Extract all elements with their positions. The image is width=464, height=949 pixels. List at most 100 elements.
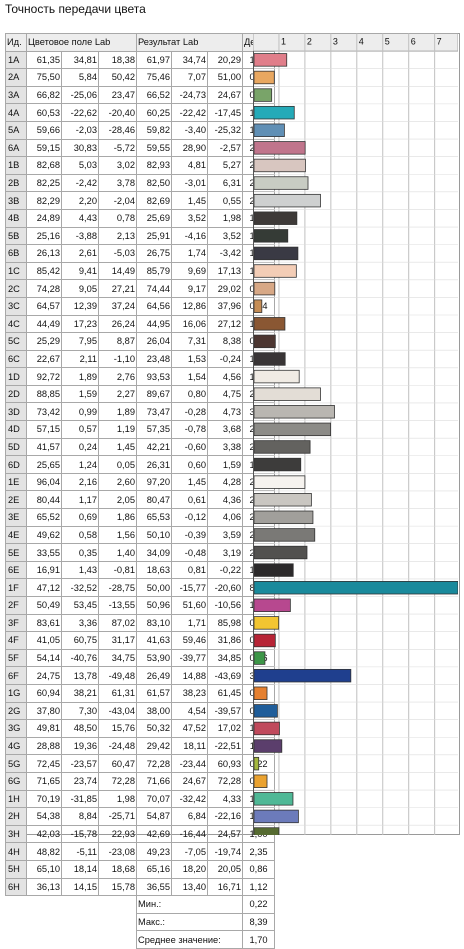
input-b: 60,47	[98, 754, 137, 773]
result-a: 0,81	[171, 560, 208, 580]
input-b: 15,78	[98, 877, 137, 897]
input-a: 4,43	[61, 208, 99, 228]
row-id: 3E	[5, 508, 27, 527]
bar-1D	[253, 369, 300, 384]
input-l: 66,82	[26, 85, 62, 105]
bar-5D	[253, 440, 311, 454]
bar-6C	[253, 352, 286, 366]
input-a: -2,42	[61, 173, 99, 193]
input-b: 8,87	[98, 332, 137, 351]
input-b: 14,49	[98, 261, 137, 281]
result-l: 82,69	[136, 191, 172, 210]
row-id: 3F	[5, 613, 27, 633]
bar-2B	[253, 176, 309, 190]
input-l: 59,15	[26, 138, 62, 158]
result-a: 51,60	[171, 596, 208, 615]
result-l: 89,67	[136, 384, 172, 404]
input-a: -22,62	[61, 103, 99, 122]
result-b: -22,51	[207, 736, 243, 756]
bar-2F	[253, 598, 291, 612]
input-b: 1,98	[98, 789, 137, 809]
input-a: -25,06	[61, 85, 99, 105]
row-id: 4A	[5, 103, 27, 122]
input-l: 25,29	[26, 332, 62, 351]
color-accuracy-table: Ид. Цветовое поле Lab Результат Lab Дель…	[5, 33, 275, 949]
input-b: 31,17	[98, 631, 137, 650]
result-b: 4,56	[207, 367, 243, 386]
tick-label: 4	[359, 37, 364, 47]
tick-label: 3	[333, 37, 338, 47]
bar-1F	[253, 581, 458, 595]
result-b: -20,60	[207, 578, 243, 597]
input-a: 19,36	[61, 736, 99, 756]
input-b: 61,31	[98, 683, 137, 703]
input-l: 71,65	[26, 771, 62, 791]
input-l: 33,55	[26, 543, 62, 562]
result-b: -0,22	[207, 560, 243, 580]
row-id: 1A	[5, 50, 27, 70]
summary-spacer	[5, 930, 137, 949]
result-l: 53,90	[136, 648, 172, 668]
bar-2D	[253, 387, 321, 401]
input-a: 7,95	[61, 332, 99, 351]
row-id: 4C	[5, 314, 27, 334]
row-id: 2B	[5, 173, 27, 193]
summary-row: Мин.: 0,22	[5, 895, 275, 914]
bar-6D	[253, 457, 302, 472]
result-l: 23,48	[136, 349, 172, 369]
result-b: 17,13	[207, 261, 243, 281]
result-a: 9,17	[171, 279, 208, 298]
input-a: -31,85	[61, 789, 99, 809]
input-b: -49,48	[98, 666, 137, 685]
delta-e-value: 1,12	[242, 877, 275, 897]
summary-row: Среднее значение: 1,70	[5, 930, 275, 949]
tick-label: 2	[307, 37, 312, 47]
result-a: 18,11	[171, 736, 208, 756]
input-a: 8,84	[61, 807, 99, 826]
result-l: 73,47	[136, 402, 172, 422]
result-b: 4,06	[207, 508, 243, 527]
result-l: 50,10	[136, 525, 172, 545]
result-b: 4,36	[207, 490, 243, 510]
result-b: 24,57	[207, 824, 243, 844]
row-id: 6D	[5, 455, 27, 474]
input-b: 22,93	[98, 824, 137, 844]
result-a: 1,53	[171, 349, 208, 369]
row-id: 3D	[5, 402, 27, 422]
bar-6A	[253, 141, 306, 155]
input-l: 85,42	[26, 261, 62, 281]
result-l: 83,10	[136, 613, 172, 633]
result-b: 24,67	[207, 85, 243, 105]
input-a: 3,36	[61, 613, 99, 633]
result-a: -4,16	[171, 226, 208, 246]
bar-1E	[253, 475, 306, 489]
row-id: 6H	[5, 877, 27, 897]
input-a: -23,57	[61, 754, 99, 773]
row-id: 1G	[5, 683, 27, 703]
header-result-lab: Результат Lab	[136, 33, 243, 52]
input-a: 1,43	[61, 560, 99, 580]
result-a: 47,52	[171, 719, 208, 738]
bar-3H	[253, 827, 280, 835]
result-b: 3,52	[207, 226, 243, 246]
result-l: 65,53	[136, 508, 172, 527]
input-b: -1,10	[98, 349, 137, 369]
result-l: 18,63	[136, 560, 172, 580]
input-a: 9,41	[61, 261, 99, 281]
result-a: 4,81	[171, 156, 208, 175]
input-b: 2,05	[98, 490, 137, 510]
input-a: 48,50	[61, 719, 99, 738]
input-b: -5,03	[98, 244, 137, 263]
result-a: 1,54	[171, 367, 208, 386]
result-a: 16,06	[171, 314, 208, 334]
result-b: 4,75	[207, 384, 243, 404]
result-a: -3,01	[171, 173, 208, 193]
summary-spacer	[5, 913, 137, 931]
